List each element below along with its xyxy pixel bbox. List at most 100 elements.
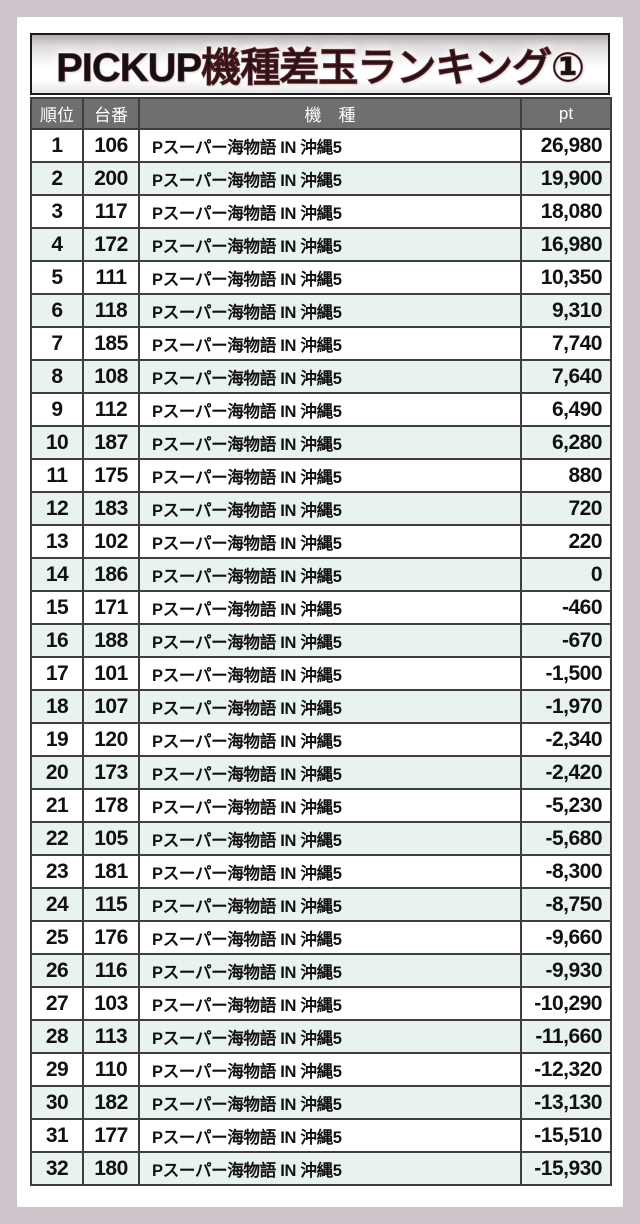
pt-value-cell: 7,640 [520,359,612,394]
model-name-cell: Pスーパー海物語 IN 沖縄5 [138,1019,522,1054]
pt-value-cell: 720 [520,491,612,526]
rank-cell: 15 [30,590,84,625]
machine-number-cell: 180 [82,1151,140,1186]
machine-number-cell: 111 [82,260,140,295]
machine-number-cell: 178 [82,788,140,823]
rank-cell: 28 [30,1019,84,1054]
model-name-cell: Pスーパー海物語 IN 沖縄5 [138,821,522,856]
machine-number-cell: 110 [82,1052,140,1087]
model-name-cell: Pスーパー海物語 IN 沖縄5 [138,458,522,493]
machine-number-cell: 105 [82,821,140,856]
model-name-cell: Pスーパー海物語 IN 沖縄5 [138,557,522,592]
rank-cell: 5 [30,260,84,295]
rank-cell: 30 [30,1085,84,1120]
rank-cell: 23 [30,854,84,889]
machine-number-cell: 175 [82,458,140,493]
pt-value-cell: -2,420 [520,755,612,790]
model-name-cell: Pスーパー海物語 IN 沖縄5 [138,293,522,328]
model-name-cell: Pスーパー海物語 IN 沖縄5 [138,986,522,1021]
rank-cell: 26 [30,953,84,988]
model-name-cell: Pスーパー海物語 IN 沖縄5 [138,161,522,196]
rank-cell: 11 [30,458,84,493]
model-name-cell: Pスーパー海物語 IN 沖縄5 [138,491,522,526]
model-name-cell: Pスーパー海物語 IN 沖縄5 [138,425,522,460]
pt-value-cell: 220 [520,524,612,559]
table-row: 21 178 Pスーパー海物語 IN 沖縄5 -5,230 [30,788,612,823]
machine-number-cell: 186 [82,557,140,592]
rank-cell: 2 [30,161,84,196]
rank-cell: 32 [30,1151,84,1186]
model-name-cell: Pスーパー海物語 IN 沖縄5 [138,788,522,823]
machine-number-cell: 182 [82,1085,140,1120]
ranking-table: 順位 台番 機 種 pt 1 106 Pスーパー海物語 IN 沖縄5 26,98… [30,97,612,1186]
table-row: 32 180 Pスーパー海物語 IN 沖縄5 -15,930 [30,1151,612,1186]
table-row: 7 185 Pスーパー海物語 IN 沖縄5 7,740 [30,326,612,361]
model-name-cell: Pスーパー海物語 IN 沖縄5 [138,128,522,163]
machine-number-cell: 200 [82,161,140,196]
ranking-panel: PICKUP機種差玉ランキング① 順位 台番 機 種 pt 1 106 Pスーパ… [17,17,623,1207]
rank-cell: 9 [30,392,84,427]
rank-cell: 16 [30,623,84,658]
pt-value-cell: 26,980 [520,128,612,163]
page-title: PICKUP機種差玉ランキング① [56,46,586,91]
table-row: 29 110 Pスーパー海物語 IN 沖縄5 -12,320 [30,1052,612,1087]
table-row: 27 103 Pスーパー海物語 IN 沖縄5 -10,290 [30,986,612,1021]
table-row: 31 177 Pスーパー海物語 IN 沖縄5 -15,510 [30,1118,612,1153]
rank-cell: 24 [30,887,84,922]
machine-number-cell: 120 [82,722,140,757]
machine-number-cell: 188 [82,623,140,658]
pt-value-cell: -5,680 [520,821,612,856]
machine-number-cell: 177 [82,1118,140,1153]
model-name-cell: Pスーパー海物語 IN 沖縄5 [138,755,522,790]
machine-number-cell: 183 [82,491,140,526]
rank-cell: 3 [30,194,84,229]
column-header-model: 機 種 [138,97,522,130]
table-row: 5 111 Pスーパー海物語 IN 沖縄5 10,350 [30,260,612,295]
rank-cell: 21 [30,788,84,823]
model-name-cell: Pスーパー海物語 IN 沖縄5 [138,854,522,889]
model-name-cell: Pスーパー海物語 IN 沖縄5 [138,1118,522,1153]
table-row: 24 115 Pスーパー海物語 IN 沖縄5 -8,750 [30,887,612,922]
rank-cell: 14 [30,557,84,592]
column-header-pt: pt [520,97,612,130]
table-row: 17 101 Pスーパー海物語 IN 沖縄5 -1,500 [30,656,612,691]
machine-number-cell: 118 [82,293,140,328]
model-name-cell: Pスーパー海物語 IN 沖縄5 [138,722,522,757]
rank-cell: 7 [30,326,84,361]
pt-value-cell: 7,740 [520,326,612,361]
model-name-cell: Pスーパー海物語 IN 沖縄5 [138,1151,522,1186]
machine-number-cell: 115 [82,887,140,922]
rank-cell: 1 [30,128,84,163]
rank-cell: 13 [30,524,84,559]
model-name-cell: Pスーパー海物語 IN 沖縄5 [138,1052,522,1087]
machine-number-cell: 117 [82,194,140,229]
table-row: 12 183 Pスーパー海物語 IN 沖縄5 720 [30,491,612,526]
pt-value-cell: -670 [520,623,612,658]
pt-value-cell: -1,500 [520,656,612,691]
rank-cell: 31 [30,1118,84,1153]
column-header-rank: 順位 [30,97,84,130]
machine-number-cell: 185 [82,326,140,361]
pt-value-cell: 880 [520,458,612,493]
model-name-cell: Pスーパー海物語 IN 沖縄5 [138,194,522,229]
rank-cell: 18 [30,689,84,724]
table-row: 20 173 Pスーパー海物語 IN 沖縄5 -2,420 [30,755,612,790]
rank-cell: 6 [30,293,84,328]
model-name-cell: Pスーパー海物語 IN 沖縄5 [138,689,522,724]
pt-value-cell: 16,980 [520,227,612,262]
model-name-cell: Pスーパー海物語 IN 沖縄5 [138,656,522,691]
pt-value-cell: 0 [520,557,612,592]
model-name-cell: Pスーパー海物語 IN 沖縄5 [138,392,522,427]
model-name-cell: Pスーパー海物語 IN 沖縄5 [138,359,522,394]
table-row: 23 181 Pスーパー海物語 IN 沖縄5 -8,300 [30,854,612,889]
table-row: 1 106 Pスーパー海物語 IN 沖縄5 26,980 [30,128,612,163]
table-row: 30 182 Pスーパー海物語 IN 沖縄5 -13,130 [30,1085,612,1120]
table-row: 14 186 Pスーパー海物語 IN 沖縄5 0 [30,557,612,592]
model-name-cell: Pスーパー海物語 IN 沖縄5 [138,887,522,922]
machine-number-cell: 108 [82,359,140,394]
pt-value-cell: -1,970 [520,689,612,724]
machine-number-cell: 181 [82,854,140,889]
ranking-table-body: 1 106 Pスーパー海物語 IN 沖縄5 26,980 2 200 Pスーパー… [30,128,612,1186]
table-row: 6 118 Pスーパー海物語 IN 沖縄5 9,310 [30,293,612,328]
table-row: 13 102 Pスーパー海物語 IN 沖縄5 220 [30,524,612,559]
